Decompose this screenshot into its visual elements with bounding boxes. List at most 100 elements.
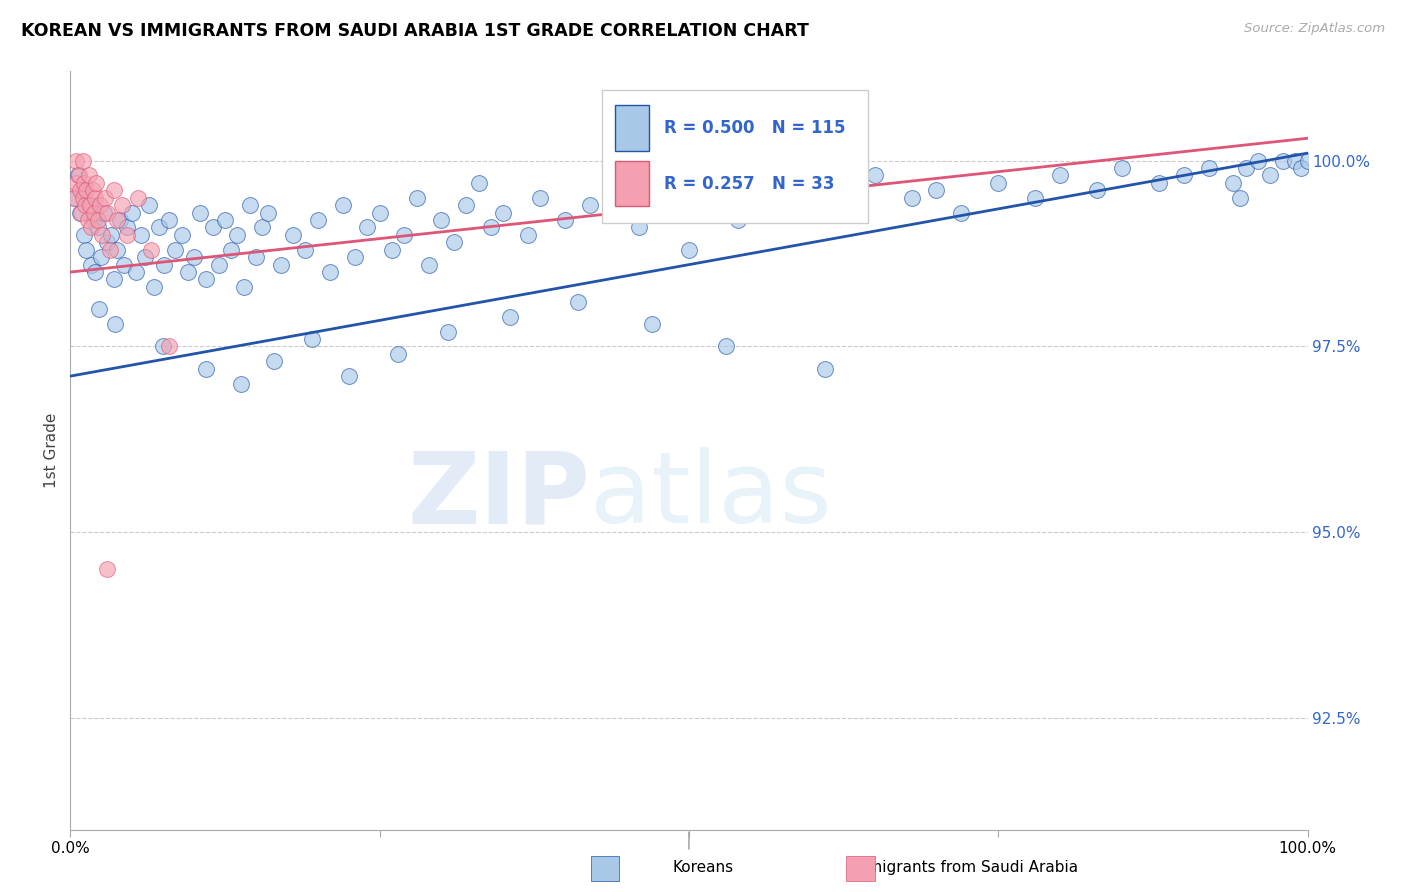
Point — [356, 220, 378, 235]
Text: Source: ZipAtlas.com: Source: ZipAtlas.com — [1244, 22, 1385, 36]
Point — [270, 258, 292, 272]
Point — [226, 227, 249, 242]
Point — [103, 183, 125, 197]
Point — [127, 191, 149, 205]
Point — [93, 205, 115, 219]
Point — [77, 169, 100, 183]
Point — [73, 176, 96, 190]
Point — [72, 153, 94, 168]
Point — [208, 258, 231, 272]
Point — [430, 213, 453, 227]
Point — [703, 191, 725, 205]
Point — [1291, 161, 1313, 175]
Point — [456, 198, 478, 212]
Point — [115, 227, 138, 242]
Point — [294, 243, 316, 257]
Point — [498, 310, 520, 324]
Point — [96, 205, 118, 219]
Point — [467, 176, 489, 190]
Text: KOREAN VS IMMIGRANTS FROM SAUDI ARABIA 1ST GRADE CORRELATION CHART: KOREAN VS IMMIGRANTS FROM SAUDI ARABIA 1… — [21, 22, 808, 40]
Point — [1222, 176, 1244, 190]
Point — [91, 227, 114, 242]
Point — [394, 227, 416, 242]
Point — [195, 272, 218, 286]
Point — [603, 183, 626, 197]
Point — [229, 376, 252, 391]
Point — [1049, 169, 1071, 183]
Point — [69, 205, 91, 219]
Point — [900, 191, 922, 205]
Point — [492, 205, 515, 219]
Point — [157, 213, 180, 227]
Point — [65, 176, 87, 190]
Point — [250, 220, 273, 235]
Point — [307, 213, 329, 227]
Point — [752, 183, 775, 197]
Point — [83, 205, 105, 219]
Point — [125, 265, 148, 279]
Point — [111, 198, 134, 212]
Point — [1173, 169, 1195, 183]
Point — [368, 205, 391, 219]
Point — [96, 562, 118, 576]
Point — [89, 198, 111, 212]
Point — [75, 183, 97, 197]
Point — [1229, 191, 1251, 205]
Point — [863, 169, 886, 183]
Point — [1284, 153, 1306, 168]
Point — [65, 191, 87, 205]
Point — [387, 347, 409, 361]
Point — [195, 361, 218, 376]
Point — [1260, 169, 1282, 183]
Point — [1296, 153, 1319, 168]
Point — [86, 220, 108, 235]
Point — [121, 205, 143, 219]
Point — [183, 250, 205, 264]
Point — [257, 205, 280, 219]
Point — [479, 220, 502, 235]
Point — [134, 250, 156, 264]
Point — [219, 243, 242, 257]
Point — [987, 176, 1010, 190]
FancyBboxPatch shape — [614, 161, 650, 206]
Point — [80, 220, 103, 235]
Point — [103, 272, 125, 286]
Point — [67, 169, 90, 183]
Point — [337, 369, 360, 384]
Point — [381, 243, 404, 257]
Point — [201, 220, 224, 235]
Point — [838, 198, 860, 212]
Point — [75, 243, 97, 257]
Point — [332, 198, 354, 212]
Text: R = 0.257   N = 33: R = 0.257 N = 33 — [664, 175, 835, 193]
Point — [76, 213, 98, 227]
Point — [1085, 183, 1108, 197]
Point — [143, 280, 166, 294]
Point — [75, 198, 97, 212]
Point — [100, 227, 122, 242]
Point — [579, 198, 602, 212]
Text: Koreans: Koreans — [672, 860, 734, 874]
Point — [83, 213, 105, 227]
Point — [678, 243, 700, 257]
Text: atlas: atlas — [591, 448, 831, 544]
Point — [105, 243, 128, 257]
Point — [79, 198, 101, 212]
Point — [776, 205, 799, 219]
Point — [157, 339, 180, 353]
Point — [153, 258, 176, 272]
Point — [94, 191, 117, 205]
Point — [86, 213, 108, 227]
Point — [714, 339, 737, 353]
Point — [96, 235, 118, 250]
Point — [641, 317, 664, 331]
FancyBboxPatch shape — [602, 90, 869, 223]
Text: R = 0.500   N = 115: R = 0.500 N = 115 — [664, 120, 845, 137]
Point — [239, 198, 262, 212]
Point — [517, 227, 540, 242]
Point — [801, 176, 824, 190]
Point — [170, 227, 193, 242]
Point — [343, 250, 366, 264]
Y-axis label: 1st Grade: 1st Grade — [44, 413, 59, 488]
Point — [1247, 153, 1270, 168]
